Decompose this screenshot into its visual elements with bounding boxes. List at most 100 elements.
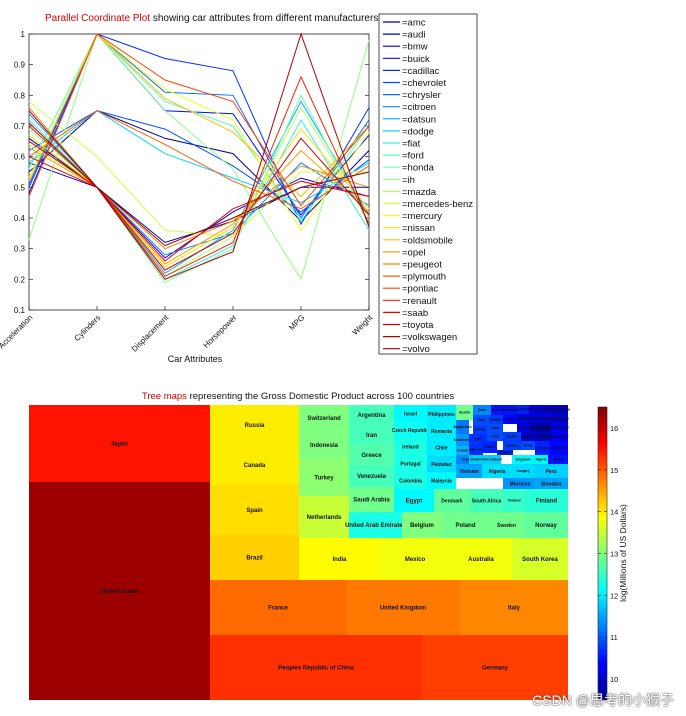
pc-y-tick-label: 0.8 [14,91,26,100]
tm-colorbar-tick-label: 12 [610,591,618,600]
tm-cell: Germany [422,635,568,700]
tm-cell: Uruguay [550,441,568,455]
pc-x-axis-label: Car Attributes [168,354,223,364]
tm-cell-rect [394,405,427,422]
tm-cell-rect [349,445,394,465]
pc-legend-label: =ford [402,151,424,162]
tm-cell: Vietnam [456,464,482,478]
tm-cell: Indonesia [299,431,349,459]
tm-cell-label: Canada [244,463,266,469]
tm-cell-rect [349,487,394,512]
tm-cell: Luxembourg [513,405,533,414]
tm-cell: Peoples Republic of China [210,635,422,700]
tm-cell-label: Ukraine [470,458,482,462]
tm-cell-label: Germany [482,666,509,672]
tm-cell-rect [29,482,210,700]
tm-cell-rect [540,414,550,423]
tm-cell-label: Philippines [428,412,455,418]
tm-cell-label: South Korea [522,557,558,563]
tm-cell-label: Georgia [540,426,552,430]
pc-title-rest: showing car attributes from different ma… [150,13,378,24]
tm-cell: France [210,580,346,635]
pc-legend-label: =oldsmobile [402,235,453,246]
tm-cell: Croatia [473,425,487,434]
tm-cell-rect [469,455,483,464]
tm-cell-rect [29,405,210,482]
pc-series-line [28,101,369,237]
tm-cell: Poland [442,512,489,538]
tm-cell-label: United Kingdom [380,606,426,612]
tm-cell: Israel [394,405,427,422]
tm-cell-label: Sudan [507,435,517,439]
pc-legend-label: =honda [402,163,435,174]
tm-cell: Uganda [536,432,552,441]
tm-cell-rect [530,423,541,432]
tm-cell-rect [434,489,470,512]
tm-cell: Ukraine [469,455,483,464]
tm-cell-rect [394,489,434,512]
tm-colorbar-label: log(Millions of US Dollars) [618,504,628,602]
tm-cell: Hungary [512,464,534,478]
tm-cell-rect [540,405,551,414]
tm-cell-label: Malaysia [431,478,452,484]
tm-cell-rect [550,441,568,455]
tm-cell: Tunisia [548,455,568,464]
tm-cell: Singapore [512,455,534,464]
tm-cell-rect [394,455,427,472]
tm-cell-label: Tunisia [553,458,564,462]
tm-cell-label: Sweden [497,523,516,529]
tm-cell-label: France [268,606,288,612]
tm-cell-label: Colombia [399,478,422,484]
tm-cell: Saudi Arabia [349,487,394,512]
tm-cell: United States [29,482,210,700]
tm-cell: South Korea [512,538,568,580]
tm-cell-rect [299,431,349,459]
tm-cell-label: Hungary [517,469,530,473]
tm-cell-rect [456,446,469,455]
tm-cell-rect [551,423,560,432]
tm-cell-rect [210,405,299,445]
tm-cell-label: Nigeria [536,458,547,462]
tm-cell-rect [456,455,478,464]
tm-cell-rect [551,405,560,414]
pc-legend-label: =nissan [402,223,435,234]
tm-cell-label: Italy [508,606,521,612]
tm-cell-label: Panama [528,408,540,412]
tm-cell: Slovakia [534,478,568,489]
tm-cell: Sri Lanka [491,405,505,415]
tm-cell-label: Oman [523,444,532,448]
tm-cell-rect [422,635,568,700]
pc-series-line [28,33,370,281]
tm-cell-rect [550,414,559,423]
tm-cell-rect [346,580,460,635]
tm-cell: Romania [427,423,456,439]
tm-colorbar-tick-label: 13 [610,550,618,559]
tm-cell-label: Uruguay [553,446,566,450]
tm-cell-label: Guatemala [503,408,520,412]
pc-title: Parallel Coordinate Plot showing car att… [45,13,378,24]
tm-cell-label: Belgium [410,523,434,529]
tm-cell: Norway [524,512,568,538]
tm-cell: United Arab Emirates [345,512,407,538]
pc-series-line [28,128,370,268]
tm-cell-label: Bangladesh [453,425,471,429]
tm-cell-rect [552,432,568,441]
pc-legend-label: =plymouth [402,272,446,283]
tm-cell-label: Argentina [357,413,386,419]
tm-cell: Ireland [394,438,427,455]
pc-x-tick-label: Weight [351,313,375,337]
tm-cell: Austria [456,405,473,420]
tm-colorbar-tick-label: 15 [610,466,618,475]
tm-cell: Colombia [394,472,427,489]
tm-cell-rect [535,441,550,455]
tm-cell-rect [469,434,487,444]
tm-cell-label: Bolivia [540,408,551,412]
tm-cell-label: Ireland [402,444,418,450]
tm-cell-rect [427,423,456,439]
pc-legend-items: =amc=audi=bmw=buick=cadillac=chevrolet=c… [383,18,473,355]
pc-legend-label: =datsun [402,114,436,125]
pc-series-line [28,110,370,210]
tm-cell-label: Iceland [530,426,541,430]
tm-cell-label: Czech Republic [392,428,429,434]
tm-cell-label: Lithuania [535,446,549,450]
